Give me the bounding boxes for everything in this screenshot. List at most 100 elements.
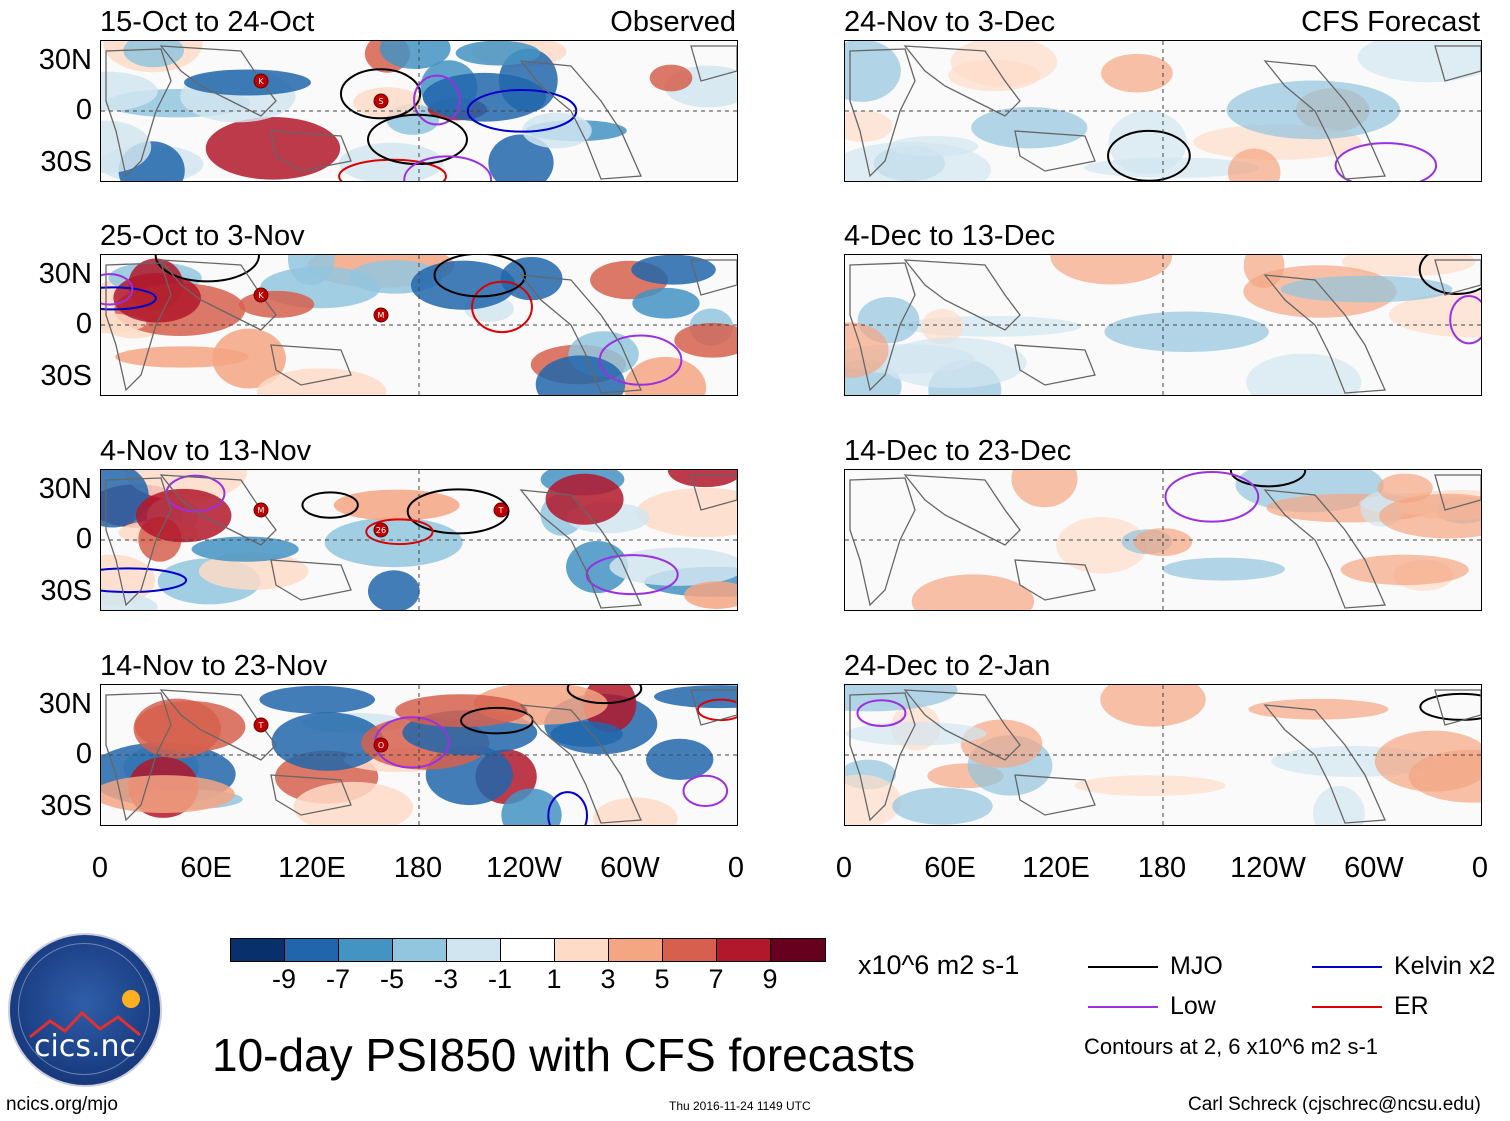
storm-marker: M — [373, 307, 389, 323]
negative-anomaly — [324, 517, 463, 568]
panel-title: 14-Nov to 23-Nov — [100, 650, 328, 682]
positive-anomaly — [911, 574, 1035, 610]
positive-anomaly — [1101, 53, 1173, 93]
contour-line — [547, 791, 589, 825]
negative-anomaly — [422, 72, 547, 122]
positive-anomaly — [198, 552, 309, 590]
legend-er-label: ER — [1394, 992, 1429, 1020]
colorbar-tick-label: -1 — [487, 964, 512, 994]
negative-anomaly — [1313, 786, 1365, 825]
contour-line — [460, 706, 534, 735]
positive-anomaly — [1100, 685, 1206, 727]
footer-url[interactable]: ncics.org/mjo — [6, 1094, 118, 1115]
positive-anomaly — [1377, 473, 1433, 503]
coastline — [159, 689, 277, 761]
legend-kelvin-label: Kelvin x2 — [1394, 952, 1496, 980]
positive-anomaly — [113, 272, 201, 323]
positive-anomaly — [545, 473, 624, 525]
map-canvas: KS — [101, 41, 737, 181]
colorbar-cell — [609, 939, 663, 961]
contour-line — [413, 74, 461, 126]
colorbar-cell — [555, 939, 609, 961]
coastline — [270, 559, 352, 601]
contour-line — [406, 488, 510, 535]
colorbar-cell — [501, 939, 555, 961]
colorbar-tick-label: -3 — [433, 964, 458, 994]
coastline — [1014, 559, 1096, 601]
latitude-label: 30S — [40, 790, 92, 822]
colorbar-tick-label: 5 — [654, 964, 670, 994]
positive-anomaly — [1050, 255, 1172, 285]
storm-letter: K — [258, 291, 264, 300]
negative-anomaly — [1246, 353, 1362, 395]
negative-anomaly — [455, 41, 541, 66]
colorbar-cell — [771, 939, 825, 961]
coastline — [1434, 474, 1481, 511]
colorbar-tick-label: 9 — [762, 964, 778, 994]
map-canvas — [845, 685, 1481, 825]
storm-marker: T — [493, 502, 509, 518]
coastline — [1434, 45, 1481, 82]
negative-anomaly — [488, 134, 554, 181]
longitude-label: 60E — [924, 852, 976, 884]
coastline — [690, 259, 737, 296]
figure-title: 10-day PSI850 with CFS forecasts — [212, 1029, 916, 1081]
colorbar-cell — [339, 939, 393, 961]
positive-anomaly — [684, 581, 737, 609]
contour-line — [1334, 142, 1438, 181]
storm-marker: 26 — [373, 522, 389, 538]
latitude-label: 0 — [75, 523, 92, 555]
logo-text: cics.nc — [34, 1029, 136, 1064]
colorbar-cell — [717, 939, 771, 961]
negative-anomaly — [892, 787, 993, 825]
coastline — [690, 474, 737, 511]
storm-letter: T — [498, 506, 504, 515]
contour-line — [339, 68, 422, 120]
negative-anomaly — [367, 570, 420, 610]
positive-anomaly — [238, 290, 315, 318]
colorbar-cell — [393, 939, 447, 961]
coastline — [159, 259, 277, 331]
storm-marker: K — [253, 287, 269, 303]
map-canvas: KM — [101, 255, 737, 395]
contour-line — [585, 554, 679, 596]
storm-letter: K — [258, 77, 264, 86]
contour-line — [101, 286, 157, 311]
positive-anomaly — [135, 488, 232, 543]
panel-title: 14-Dec to 23-Dec — [844, 435, 1072, 467]
coastline — [1263, 489, 1386, 609]
positive-anomaly — [845, 110, 893, 142]
storm-letter: T — [258, 721, 264, 730]
panel-title: 4-Dec to 13-Dec — [844, 220, 1056, 252]
colorbar-tick-label: -9 — [271, 964, 296, 994]
positive-anomaly — [1056, 517, 1148, 574]
longitude-label: 120W — [486, 852, 562, 884]
colorbar-cell — [447, 939, 501, 961]
positive-anomaly — [649, 64, 693, 92]
contour-line — [856, 699, 907, 727]
negative-anomaly — [101, 120, 152, 174]
positive-anomaly — [624, 356, 707, 395]
panel-source-label: Observed — [610, 6, 736, 38]
latitude-label: 0 — [75, 308, 92, 340]
longitude-label: 120E — [1022, 852, 1090, 884]
contour-line — [1449, 295, 1481, 345]
logo-ring — [18, 943, 150, 1075]
contour-line — [1107, 129, 1191, 181]
coastline — [903, 689, 1021, 761]
latitude-label: 30N — [38, 44, 92, 76]
storm-marker: O — [373, 737, 389, 753]
positive-anomaly — [593, 797, 678, 825]
storm-letter: O — [378, 741, 384, 750]
positive-anomaly — [333, 489, 460, 521]
coastline — [1014, 344, 1096, 386]
negative-anomaly — [123, 41, 184, 68]
contour-line — [101, 273, 134, 306]
latitude-label: 30N — [38, 258, 92, 290]
negative-anomaly — [1083, 157, 1260, 178]
legend-er-line — [1312, 1005, 1382, 1008]
latitude-label: 0 — [75, 738, 92, 770]
latitude-label: 0 — [75, 94, 92, 126]
